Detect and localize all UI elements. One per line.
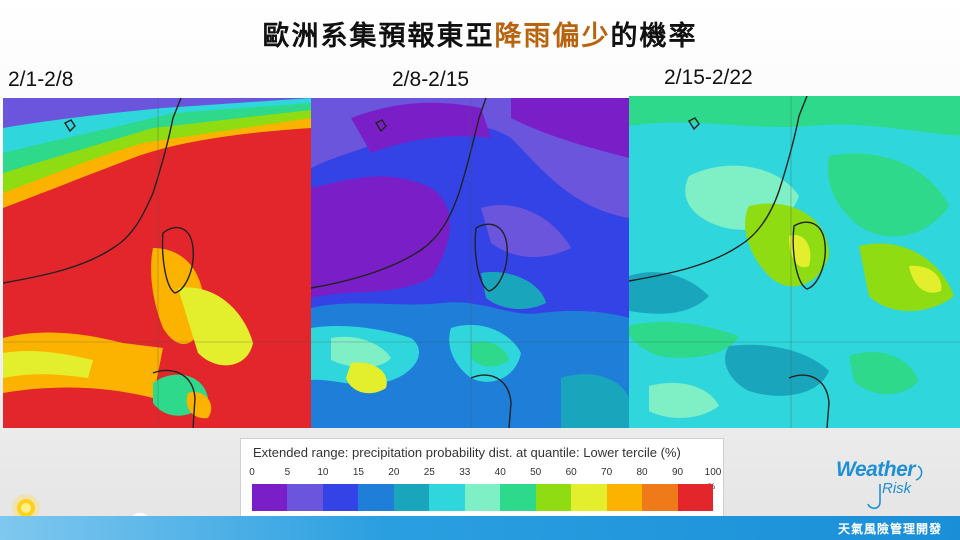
legend-tick-label: 10 <box>317 467 329 478</box>
legend-tick-label: 70 <box>601 467 613 478</box>
legend-swatch-5 <box>429 484 465 511</box>
color-legend: Extended range: precipitation probabilit… <box>240 438 724 518</box>
legend-tick-label: 100 <box>704 467 722 478</box>
legend-tick-label: 90 <box>671 467 684 478</box>
page-title: 歐洲系集預報東亞降雨偏少的機率 <box>0 14 960 53</box>
legend-swatch-4 <box>393 484 430 511</box>
legend-tick-label: 0 <box>249 467 255 478</box>
legend-color-bar <box>252 484 714 511</box>
sun-icon <box>12 494 40 522</box>
legend-swatch-6 <box>464 484 501 511</box>
legend-swatch-9 <box>571 484 607 511</box>
legend-tick-label: 80 <box>636 467 648 478</box>
legend-tick-label: 15 <box>352 467 364 478</box>
legend-tick-label: 25 <box>423 467 435 478</box>
footer-band <box>0 516 960 540</box>
probability-map-week-3 <box>629 96 960 428</box>
legend-swatch-2 <box>322 484 359 511</box>
legend-title: Extended range: precipitation probabilit… <box>253 445 681 460</box>
title-part-1: 歐洲系集預報東亞 <box>262 21 495 52</box>
legend-tick-label: 50 <box>530 467 542 478</box>
legend-swatch-12 <box>677 484 714 511</box>
logo-hook-icon <box>867 465 923 510</box>
legend-swatch-11 <box>642 484 678 511</box>
period-label-1: 2/1-2/8 <box>8 68 74 91</box>
period-label-3: 2/15-2/22 <box>664 66 753 89</box>
footer-text: 天氣風險管理開發 <box>837 522 942 536</box>
logo-risk-text: Risk <box>882 480 912 497</box>
legend-swatch-0 <box>252 484 288 511</box>
legend-swatch-8 <box>535 484 572 511</box>
probability-map-week-1 <box>3 98 311 428</box>
probability-map-week-2 <box>311 98 629 428</box>
legend-ticks: 0 5 10 15 20 25 33 40 50 60 70 80 90 100 <box>241 467 725 481</box>
legend-swatch-3 <box>358 484 394 511</box>
legend-tick-label: 5 <box>284 467 291 478</box>
logo-weather-text: Weather <box>836 458 915 481</box>
period-label-2: 2/8-2/15 <box>392 68 470 91</box>
legend-tick-label: 33 <box>459 467 471 478</box>
legend-tick-label: 40 <box>494 467 506 478</box>
title-part-2: 的機率 <box>610 21 698 52</box>
weather-risk-logo: Weather Risk <box>836 458 936 518</box>
legend-swatch-10 <box>606 484 643 511</box>
legend-tick-label: 20 <box>388 467 400 478</box>
legend-tick-label: 60 <box>565 467 577 478</box>
legend-swatch-7 <box>500 484 536 511</box>
legend-swatch-1 <box>287 484 323 511</box>
title-highlight: 降雨偏少 <box>494 21 611 52</box>
